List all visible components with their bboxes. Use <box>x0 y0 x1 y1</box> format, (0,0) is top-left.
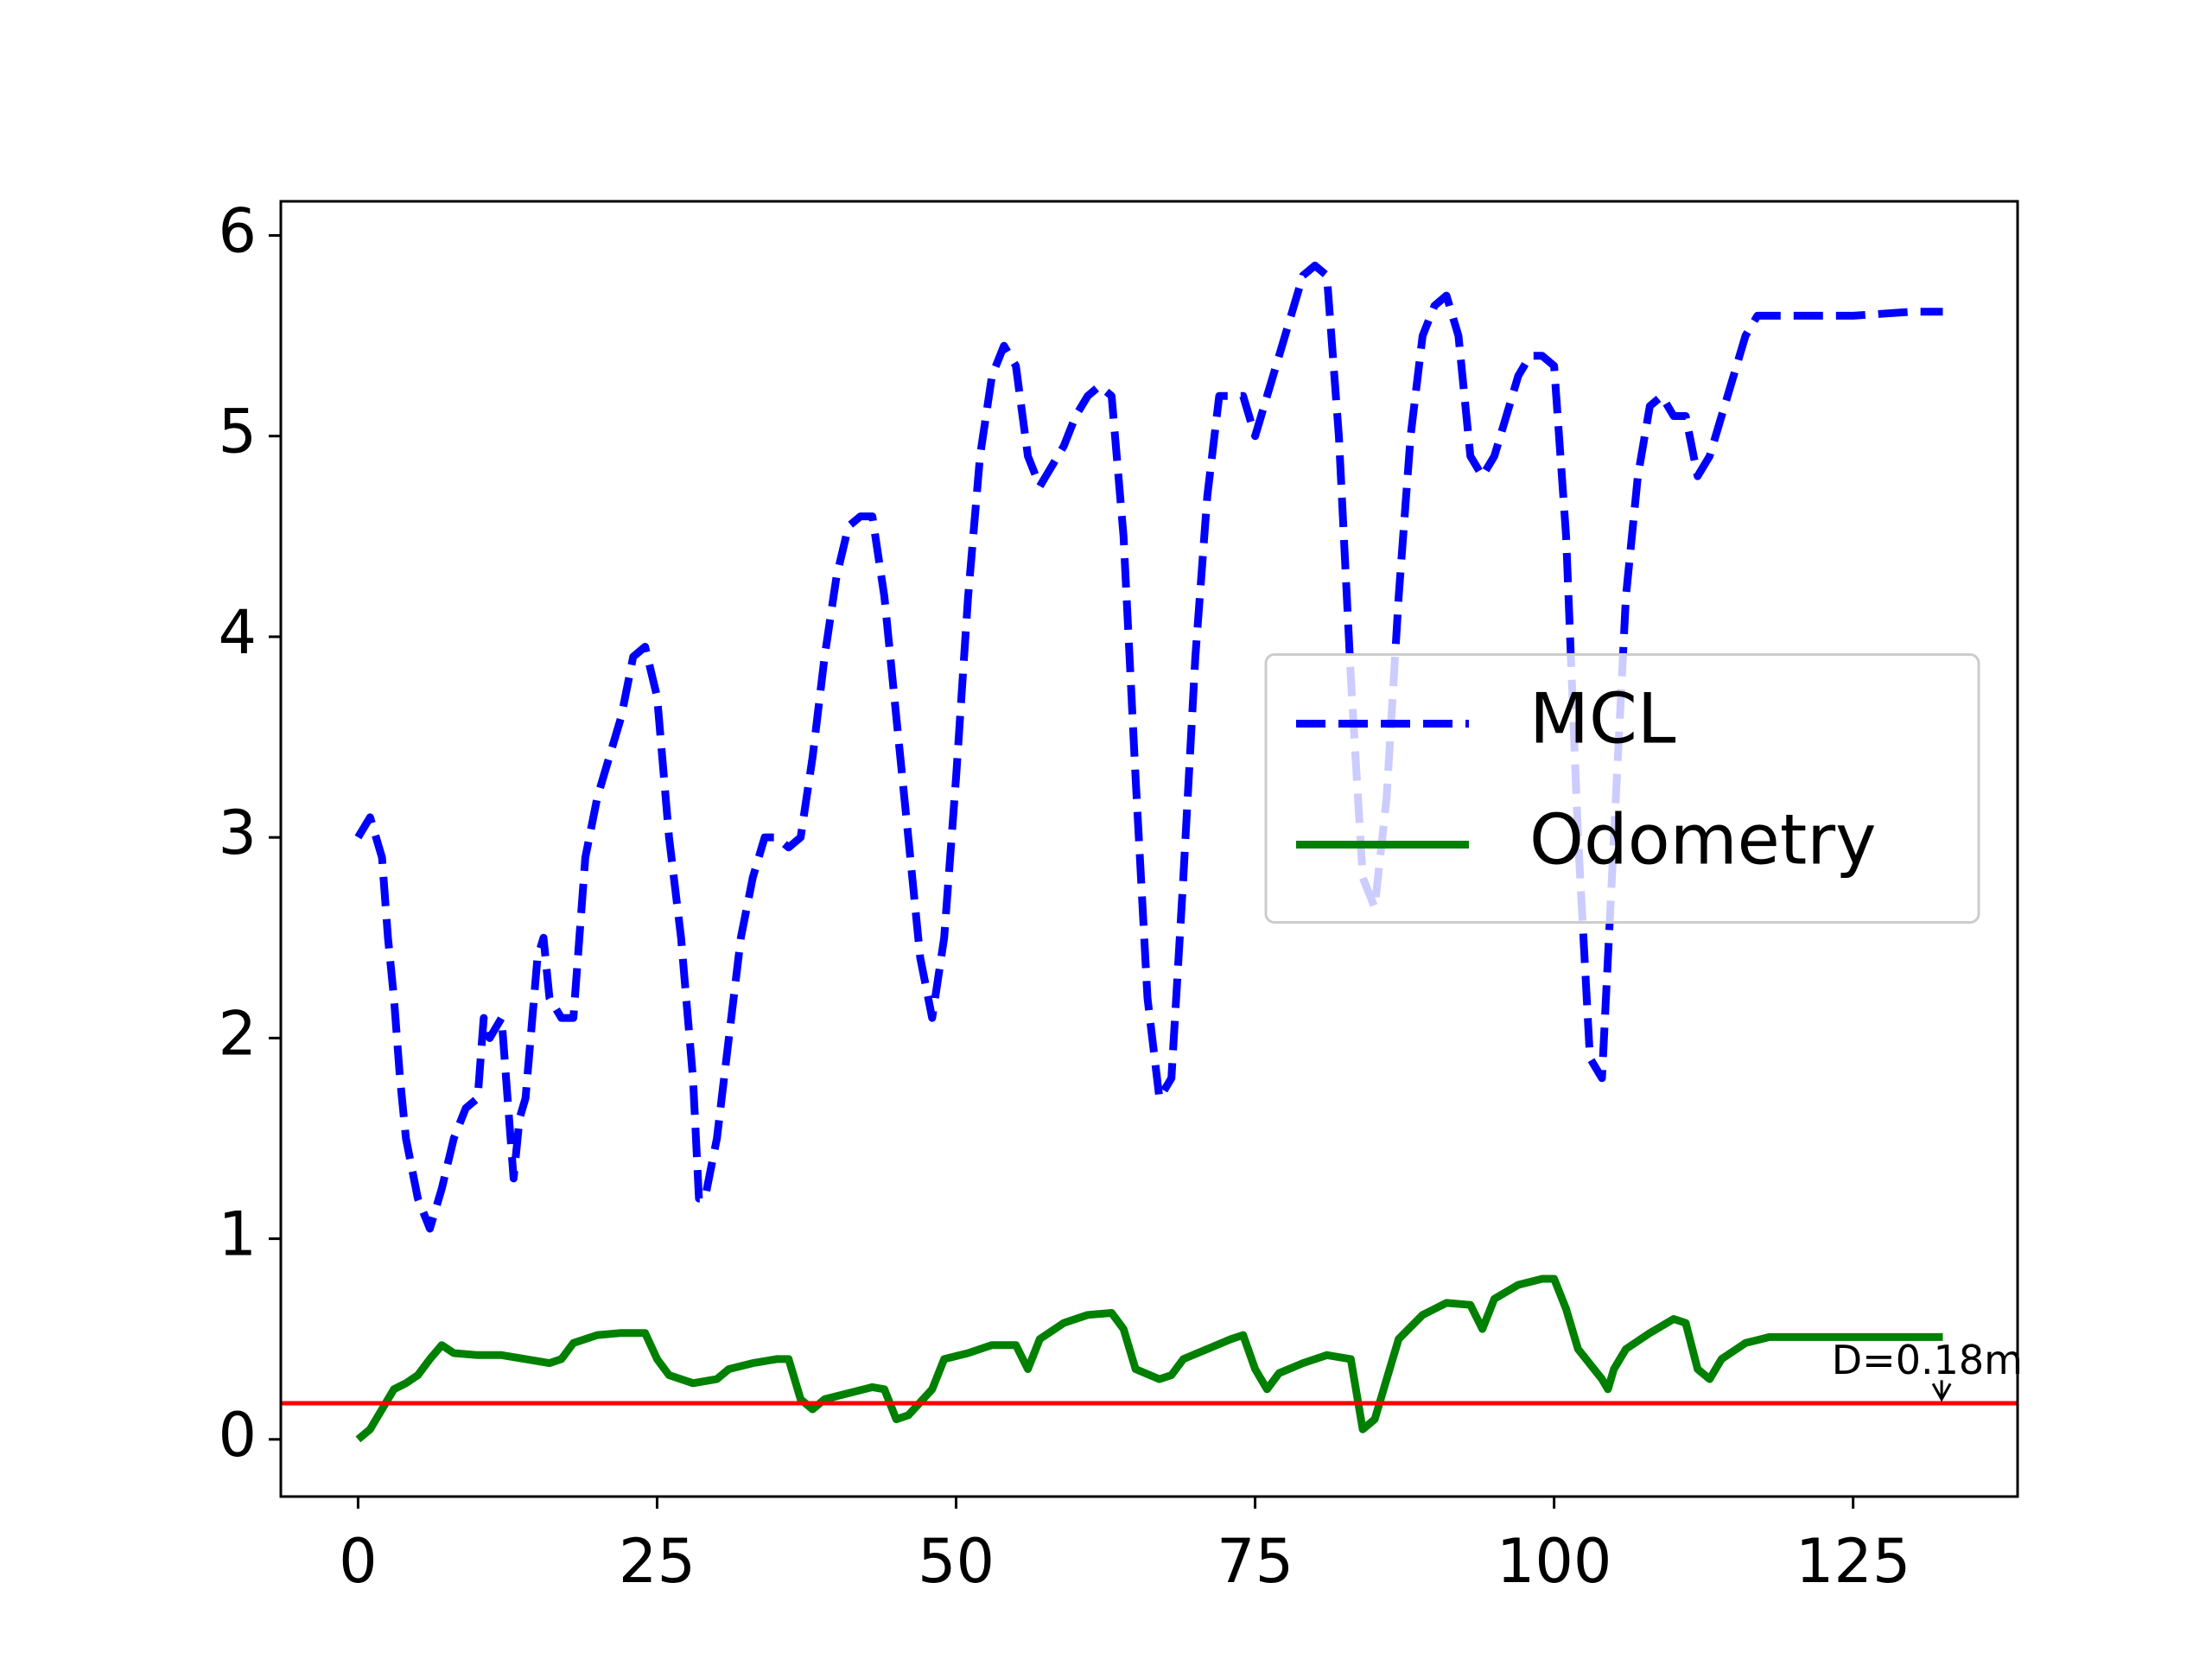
legend-label: MCL <box>1529 678 1676 759</box>
x-tick-label: 100 <box>1497 1526 1612 1597</box>
series-line <box>354 261 1943 1233</box>
x-tick-label: 0 <box>339 1526 378 1597</box>
plot-area <box>354 261 1943 1443</box>
legend: MCL Odometry <box>1264 653 1980 924</box>
y-tick-label: 6 <box>218 196 257 267</box>
x-tick-label: 75 <box>1217 1526 1294 1597</box>
x-tick-label: 25 <box>619 1526 696 1597</box>
series-line <box>355 1274 1943 1443</box>
x-tick-label: 125 <box>1796 1526 1911 1597</box>
y-tick-label: 2 <box>218 998 257 1069</box>
y-tick-label: 4 <box>218 597 257 668</box>
y-tick-label: 1 <box>218 1199 257 1270</box>
annotation: D=0.18m <box>1832 1337 2023 1383</box>
y-tick-label: 3 <box>218 798 257 868</box>
annotation-arrow <box>1931 1380 1952 1402</box>
x-tick-label: 50 <box>918 1526 995 1597</box>
y-tick-label: 0 <box>218 1400 257 1471</box>
y-tick-label: 5 <box>218 397 257 467</box>
axes-frame <box>279 200 2019 1498</box>
legend-label: Odometry <box>1529 799 1876 880</box>
